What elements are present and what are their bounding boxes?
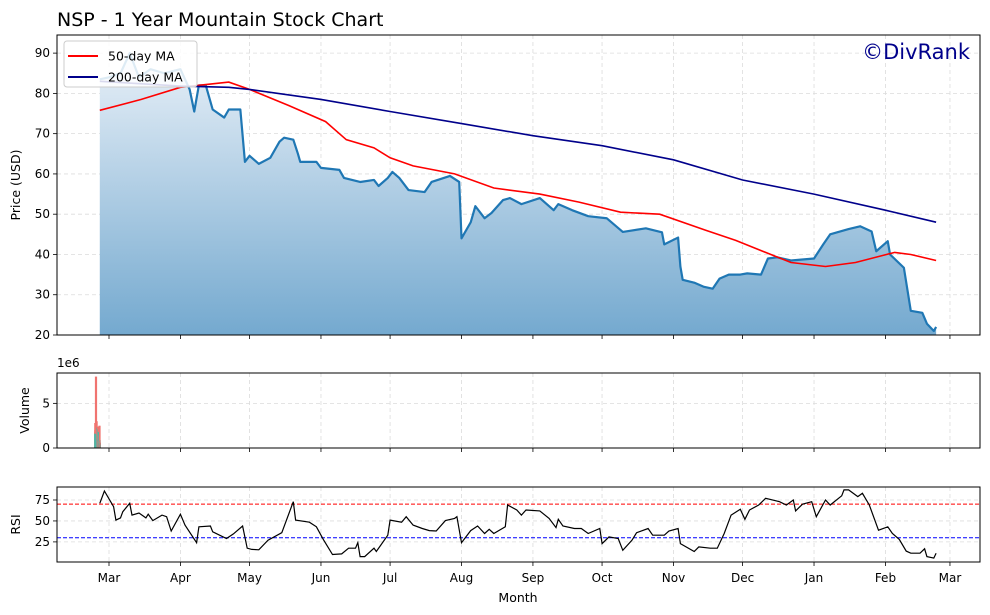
y-tick-label: 30 [35,288,50,302]
divrank-watermark: ©DivRank [862,40,971,64]
y-tick-label: 50 [35,207,50,221]
volume-bar [94,376,98,448]
rsi-axis-label: RSI [8,514,23,534]
x-tick-label: Dec [731,571,754,585]
x-tick-label: Sep [522,571,545,585]
volume-panel: 0 5 Volume 1e6 [17,356,981,455]
price-frame [56,34,981,336]
y-tick-label: 0 [42,441,50,455]
volume-frame [56,372,981,449]
rsi-line [99,489,937,559]
price-panel: 20 30 40 50 60 70 80 90 Price (USD) 50-day MA 200-… [8,34,981,342]
y-tick-label: 5 [42,396,50,410]
x-tick-label: Nov [662,571,685,585]
rsi-panel: Mar Apr May Jun Jul Aug Sep Oct Nov Dec Jan Feb Mar 2… [8,486,981,585]
x-tick-label: Oct [592,571,613,585]
x-tick-label: May [237,571,262,585]
x-tick-label: Mar [939,571,962,585]
legend-label: 200-day MA [108,70,183,85]
legend-box [63,40,198,88]
x-tick-label: Feb [875,571,896,585]
x-tick-label: Jan [804,571,824,585]
x-tick-label: Mar [98,571,121,585]
y-tick-label: 80 [35,86,50,100]
x-tick-label: Jun [311,571,331,585]
y-tick-label: 25 [35,535,50,549]
ma200-line [99,80,937,223]
x-axis-label: Month [498,590,537,605]
y-tick-label: 70 [35,127,50,141]
y-tick-label: 90 [35,46,50,60]
y-tick-label: 50 [35,514,50,528]
volume-scale-label: 1e6 [57,356,80,370]
y-tick-label: 60 [35,167,50,181]
price-area-fill [99,53,937,335]
x-tick-label: Aug [450,571,473,585]
rsi-grid [57,487,980,562]
y-tick-label: 20 [35,328,50,342]
y-tick-label: 75 [35,493,50,507]
chart-title: NSP - 1 Year Mountain Stock Chart [57,9,383,31]
legend-label: 50-day MA [108,49,175,64]
x-tick-label: Apr [170,571,191,585]
price-line [99,52,938,333]
volume-axis-label: Volume [17,387,32,434]
y-tick-label: 40 [35,247,50,261]
ma50-line [99,81,937,268]
x-tick-label: Jul [382,571,397,585]
legend: 50-day MA 200-day MA [63,40,198,88]
volume-bar [94,433,97,448]
volume-grid [57,373,980,448]
rsi-frame [56,486,981,563]
price-axis-label: Price (USD) [8,150,23,221]
